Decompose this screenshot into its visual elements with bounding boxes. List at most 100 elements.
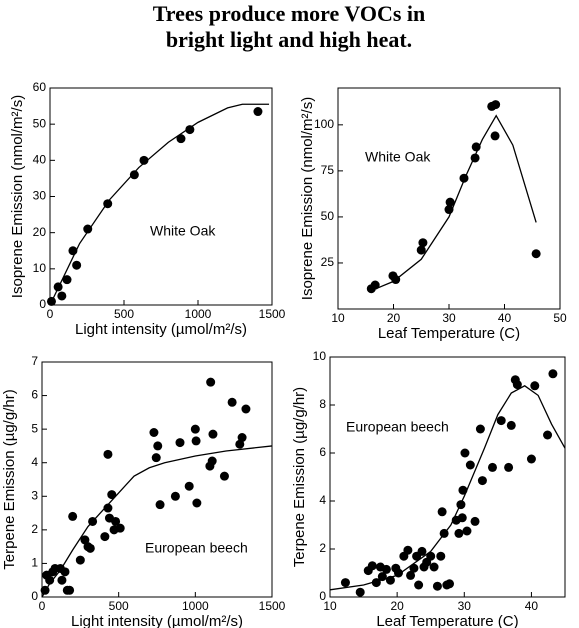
data-point [462, 526, 472, 536]
y-tick-label: 0 [319, 589, 326, 603]
data-point [175, 438, 185, 448]
y-tick-label: 5 [31, 421, 38, 435]
y-tick-label: 6 [319, 445, 326, 459]
data-point [475, 424, 485, 434]
y-tick-label: 75 [321, 163, 335, 177]
x-axis-label: Light intensity (µmol/m²/s) [75, 321, 247, 338]
y-tick-label: 0 [39, 297, 46, 311]
plot-frame [41, 361, 273, 598]
y-tick-label: 50 [321, 209, 335, 223]
data-point [403, 545, 413, 555]
y-tick-label: 2 [31, 522, 38, 536]
data-point [490, 131, 500, 141]
data-point [381, 564, 391, 574]
data-point [406, 570, 416, 580]
data-point [355, 587, 365, 597]
data-point [192, 498, 202, 508]
data-point [207, 456, 217, 466]
y-tick-label: 100 [314, 117, 334, 131]
x-tick-label: 500 [114, 307, 134, 321]
data-point [111, 516, 121, 526]
y-tick-label: 4 [319, 493, 326, 507]
data-point [57, 291, 67, 301]
data-point [436, 551, 446, 561]
fit-line [329, 385, 566, 591]
title-line: bright light and high heat. [166, 27, 412, 52]
x-tick-label: 40 [525, 599, 539, 613]
x-axis-label: Light intensity (µmol/m²/s) [71, 613, 243, 628]
data-point [370, 280, 380, 290]
x-tick-label: 1500 [259, 307, 286, 321]
x-tick-label: 1500 [259, 599, 286, 613]
y-tick-label: 0 [31, 589, 38, 603]
x-tick-label: 10 [323, 599, 337, 613]
data-point [72, 260, 82, 270]
data-point [504, 462, 514, 472]
y-axis-label: Terpene Emission (µg/g/hr) [291, 387, 308, 567]
data-point [457, 513, 467, 523]
data-point [129, 170, 139, 180]
x-axis-label: Leaf Temperature (C) [378, 325, 520, 342]
x-tick-label: 20 [387, 311, 401, 325]
data-point [75, 555, 85, 565]
annotation: European beech [145, 540, 248, 556]
y-tick-label: 10 [313, 349, 327, 363]
data-point [340, 578, 350, 588]
data-point [437, 507, 447, 517]
x-tick-label: 1000 [185, 307, 212, 321]
data-point [149, 428, 159, 437]
data-point [454, 528, 464, 538]
data-point [170, 491, 180, 501]
data-point [100, 532, 110, 542]
data-point [107, 490, 117, 500]
data-point [208, 429, 218, 439]
annotation: White Oak [365, 149, 431, 165]
data-point [426, 551, 436, 561]
data-point [429, 562, 439, 572]
data-point [103, 449, 113, 459]
y-tick-label: 6 [31, 388, 38, 402]
fit-line [49, 103, 270, 306]
plot-frame [49, 87, 273, 306]
y-axis-label: Isoprene Emission (nmol/m²/s) [9, 95, 26, 298]
data-point [237, 433, 247, 443]
y-tick-label: 7 [31, 354, 38, 368]
x-axis-label: Leaf Temperature (C) [376, 613, 518, 628]
y-axis-label: Isoprene Emission (nmol/m²/s) [299, 97, 316, 300]
y-tick-label: 10 [33, 261, 47, 275]
data-point [191, 436, 201, 446]
x-tick-label: 10 [331, 311, 345, 325]
data-point [477, 476, 487, 486]
data-point [190, 424, 200, 434]
y-tick-label: 60 [33, 80, 47, 94]
data-point [543, 430, 553, 440]
data-point [83, 224, 93, 234]
data-point [496, 416, 506, 426]
data-point [465, 460, 475, 470]
data-point [506, 420, 516, 430]
data-point [227, 397, 237, 407]
data-point [153, 441, 163, 451]
x-tick-label: 40 [498, 311, 512, 325]
data-point [85, 543, 95, 553]
data-point [219, 471, 229, 481]
data-point [57, 575, 67, 585]
y-tick-label: 3 [31, 488, 38, 502]
y-tick-label: 40 [33, 153, 47, 167]
data-point [487, 462, 497, 472]
data-point [460, 448, 470, 458]
y-tick-label: 25 [321, 255, 335, 269]
x-tick-label: 30 [458, 599, 472, 613]
fit-line [371, 114, 537, 292]
x-tick-label: 0 [47, 307, 54, 321]
x-tick-label: 0 [39, 599, 46, 613]
data-point [470, 516, 480, 526]
data-point [409, 563, 419, 573]
data-point [184, 481, 194, 491]
data-point [139, 155, 149, 165]
y-tick-label: 50 [33, 116, 47, 130]
x-tick-label: 20 [390, 599, 404, 613]
data-point [491, 100, 501, 110]
y-tick-label: 2 [319, 541, 326, 555]
